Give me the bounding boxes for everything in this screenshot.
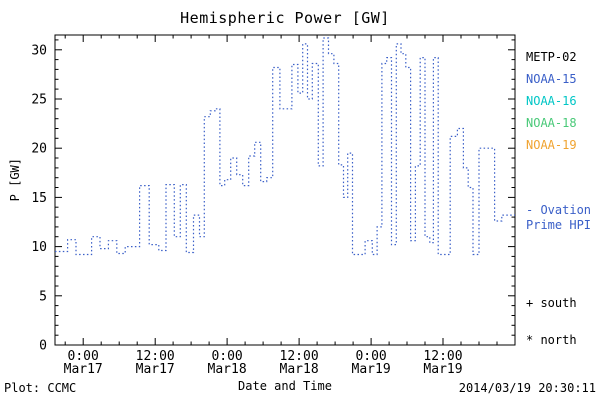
satellite-legend: METP-02 NOAA-15 NOAA-16 NOAA-18 NOAA-19 xyxy=(526,46,598,156)
y-tick-label: 20 xyxy=(31,142,47,157)
legend-item-noaa-16: NOAA-16 xyxy=(526,94,577,108)
chart-title: Hemispheric Power [GW] xyxy=(180,9,390,27)
x-tick-date: Mar18 xyxy=(208,362,247,377)
south-marker-label: + south xyxy=(526,296,577,310)
annotation-line2: Prime HPI xyxy=(526,218,592,232)
legend-item-noaa-19: NOAA-19 xyxy=(526,138,577,152)
x-axis-label: Date and Time xyxy=(238,379,332,393)
x-tick-time: 12:00 xyxy=(423,349,462,364)
x-tick-time: 12:00 xyxy=(136,349,175,364)
ovation-prime-hpi-annotation: - Ovation Prime HPI xyxy=(526,203,600,233)
y-tick-label: 25 xyxy=(31,93,47,108)
x-tick-date: Mar17 xyxy=(64,362,103,377)
x-tick-date: Mar18 xyxy=(280,362,319,377)
x-tick-time: 0:00 xyxy=(68,349,99,364)
north-marker-label: * north xyxy=(526,333,577,347)
x-tick-time: 0:00 xyxy=(211,349,242,364)
y-axis-label: P [GW] xyxy=(8,158,22,202)
legend-item-metp-02: METP-02 xyxy=(526,50,577,64)
x-tick-date: Mar19 xyxy=(352,362,391,377)
y-tick-label: 0 xyxy=(39,339,47,354)
x-tick-date: Mar17 xyxy=(136,362,175,377)
y-tick-label: 30 xyxy=(31,43,47,58)
timestamp: 2014/03/19 20:30:11 xyxy=(458,381,596,395)
hpi-step-line xyxy=(55,37,515,256)
y-tick-label: 10 xyxy=(31,240,47,255)
plot-credit: Plot: CCMC xyxy=(4,381,77,395)
x-tick-time: 0:00 xyxy=(355,349,386,364)
legend-item-noaa-15: NOAA-15 xyxy=(526,72,577,86)
legend-item-noaa-18: NOAA-18 xyxy=(526,116,577,130)
x-tick-time: 12:00 xyxy=(280,349,319,364)
axes-box xyxy=(54,34,516,346)
y-tick-label: 15 xyxy=(31,191,47,206)
x-tick-date: Mar19 xyxy=(423,362,462,377)
annotation-line1: - Ovation xyxy=(526,203,592,217)
y-tick-label: 5 xyxy=(39,289,47,304)
